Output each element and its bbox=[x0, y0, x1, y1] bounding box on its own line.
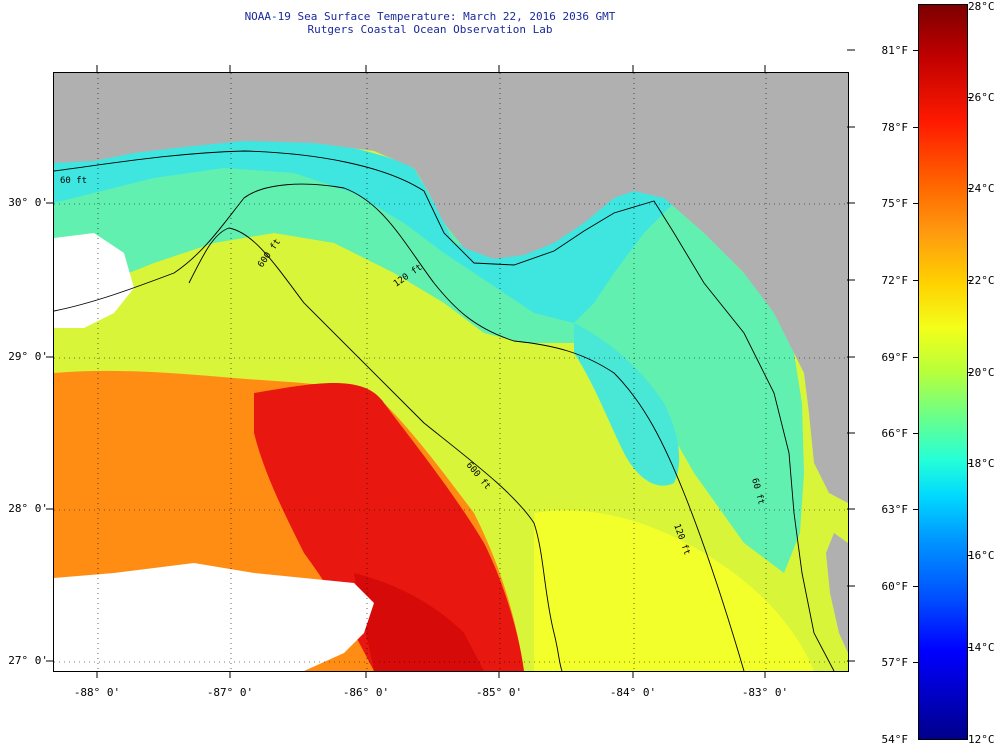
cb-tick bbox=[913, 586, 918, 587]
lon-label-84: -84° 0' bbox=[609, 686, 657, 699]
lon-label-87: -87° 0' bbox=[206, 686, 254, 699]
lat-label-29: 29° 0' bbox=[8, 350, 48, 363]
cb-tick bbox=[913, 280, 918, 281]
cb-f-69: 69°F bbox=[881, 351, 909, 364]
sst-eastern-yellow bbox=[534, 510, 814, 671]
temperature-colorbar bbox=[918, 4, 968, 740]
title-line-1: NOAA-19 Sea Surface Temperature: March 2… bbox=[244, 10, 616, 23]
cb-tick bbox=[913, 127, 918, 128]
cb-f-54: 54°F bbox=[881, 733, 909, 746]
cb-tick bbox=[967, 97, 972, 98]
lon-label-86: -86° 0' bbox=[342, 686, 390, 699]
sst-coastal-cyan bbox=[54, 134, 674, 323]
cb-tick bbox=[967, 188, 972, 189]
cb-c-28: 28°C bbox=[968, 0, 995, 13]
cb-f-66: 66°F bbox=[881, 427, 909, 440]
lon-label-83: -83° 0' bbox=[741, 686, 789, 699]
cb-c-22: 22°C bbox=[968, 274, 995, 287]
cb-tick bbox=[967, 372, 972, 373]
cb-f-75: 75°F bbox=[881, 197, 909, 210]
isobath-60ft bbox=[54, 150, 835, 671]
cb-c-26: 26°C bbox=[968, 91, 995, 104]
cb-c-18: 18°C bbox=[968, 457, 995, 470]
cb-c-24: 24°C bbox=[968, 182, 995, 195]
cb-f-72: 72°F bbox=[881, 274, 909, 287]
cb-tick bbox=[967, 647, 972, 648]
isobath-label-60ft-west: 60 ft bbox=[60, 176, 87, 186]
cb-c-20: 20°C bbox=[968, 366, 995, 379]
sst-warm-core bbox=[254, 383, 524, 671]
cb-f-78: 78°F bbox=[881, 121, 909, 134]
isobath-120ft bbox=[54, 183, 745, 671]
cb-c-14: 14°C bbox=[968, 641, 995, 654]
sst-bigbend-cyan bbox=[574, 323, 680, 486]
cb-c-12: 12°C bbox=[968, 733, 995, 746]
cb-tick bbox=[913, 50, 918, 51]
cb-f-57: 57°F bbox=[881, 656, 909, 669]
sst-core-deep bbox=[354, 573, 484, 671]
cloud-mask-west bbox=[54, 233, 134, 328]
cb-f-81: 81°F bbox=[881, 44, 909, 57]
cb-f-63: 63°F bbox=[881, 503, 909, 516]
land-mass bbox=[54, 73, 848, 503]
sst-map: 60 ft 120 ft 600 ft 600 ft 120 ft 60 ft bbox=[53, 72, 849, 672]
sst-map-svg: 60 ft 120 ft 600 ft 600 ft 120 ft 60 ft bbox=[54, 73, 848, 671]
land-florida-tip bbox=[826, 533, 848, 653]
cb-tick bbox=[967, 555, 972, 556]
cb-tick bbox=[967, 463, 972, 464]
cb-tick bbox=[913, 433, 918, 434]
lon-label-88: -88° 0' bbox=[73, 686, 121, 699]
cb-tick bbox=[913, 662, 918, 663]
lat-label-28: 28° 0' bbox=[8, 502, 48, 515]
cloud-mask-south bbox=[54, 563, 374, 671]
cb-tick bbox=[967, 280, 972, 281]
cb-f-60: 60°F bbox=[881, 580, 909, 593]
cb-tick bbox=[913, 357, 918, 358]
cb-tick bbox=[913, 203, 918, 204]
isobath-600ft bbox=[188, 227, 563, 671]
lon-label-85: -85° 0' bbox=[475, 686, 523, 699]
title-line-2: Rutgers Coastal Ocean Observation Lab bbox=[307, 23, 553, 36]
cb-c-16: 16°C bbox=[968, 549, 995, 562]
lat-label-30: 30° 0' bbox=[8, 196, 48, 209]
cb-tick bbox=[913, 509, 918, 510]
lat-label-27: 27° 0' bbox=[8, 654, 48, 667]
chart-title: NOAA-19 Sea Surface Temperature: March 2… bbox=[230, 10, 630, 36]
